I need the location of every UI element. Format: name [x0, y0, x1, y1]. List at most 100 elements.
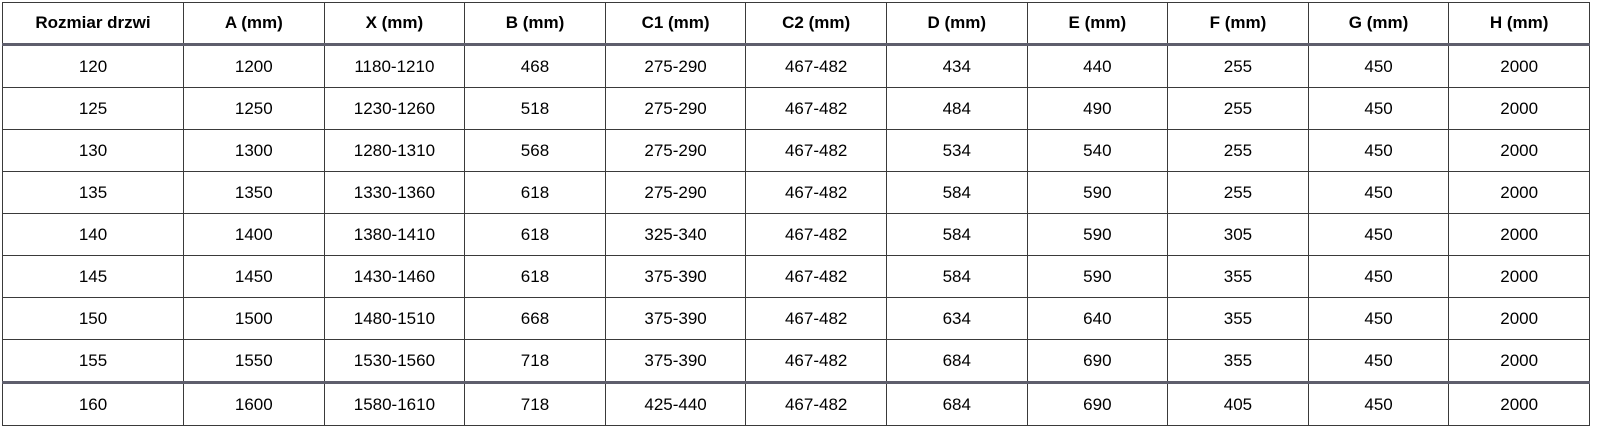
column-header: Rozmiar drzwi [2, 2, 184, 46]
table-cell: 618 [464, 213, 606, 256]
table-body: 120 1200 1180-1210 468 275-290 467-482 434 440 2… [2, 44, 1590, 426]
table-cell: 618 [464, 255, 606, 298]
header-row: Rozmiar drzwi A (mm) X (mm) B (mm) C1 (mm) C2… [2, 2, 1590, 46]
table-header: Rozmiar drzwi A (mm) X (mm) B (mm) C1 (mm) C2… [2, 2, 1590, 46]
table-cell: 668 [464, 297, 606, 340]
table-row: 140 1400 1380-1410 618 325-340 467-482 584 590 3… [2, 213, 1590, 256]
table-cell: 718 [464, 339, 606, 383]
table-cell: 275-290 [604, 129, 747, 172]
table-cell: 275-290 [604, 44, 747, 88]
table-cell: 590 [1026, 213, 1169, 256]
table-cell: 440 [1026, 44, 1169, 88]
table-cell: 2000 [1448, 171, 1590, 214]
table-cell: 1180-1210 [323, 44, 466, 88]
table-cell: 255 [1167, 44, 1309, 88]
table-cell: 468 [464, 44, 606, 88]
table-cell: 255 [1167, 171, 1309, 214]
table-cell: 1250 [183, 87, 325, 130]
column-header: B (mm) [464, 2, 606, 46]
column-header: G (mm) [1307, 2, 1450, 46]
table-cell: 1580-1610 [323, 381, 466, 426]
table-cell: 467-482 [745, 87, 887, 130]
column-header: F (mm) [1167, 2, 1309, 46]
table-cell: 1430-1460 [323, 255, 466, 298]
table-cell: 375-390 [604, 255, 747, 298]
table-cell: 1400 [183, 213, 325, 256]
table-cell: 484 [885, 87, 1028, 130]
table-cell: 467-482 [745, 213, 887, 256]
table-cell: 467-482 [745, 44, 887, 88]
table-row: 160 1600 1580-1610 718 425-440 467-482 684 690 4… [2, 381, 1590, 426]
table-cell: 467-482 [745, 171, 887, 214]
table-cell: 590 [1026, 171, 1169, 214]
table-cell: 1230-1260 [323, 87, 466, 130]
table-cell: 2000 [1448, 44, 1590, 88]
table-cell: 1500 [183, 297, 325, 340]
table-cell: 684 [885, 339, 1028, 383]
table-cell: 1600 [183, 381, 325, 426]
table-cell: 467-482 [745, 129, 887, 172]
table-cell: 1330-1360 [323, 171, 466, 214]
table-cell: 590 [1026, 255, 1169, 298]
table-cell: 1380-1410 [323, 213, 466, 256]
table-cell: 568 [464, 129, 606, 172]
table-cell: 325-340 [604, 213, 747, 256]
table-cell: 2000 [1448, 213, 1590, 256]
table-cell: 450 [1307, 129, 1450, 172]
table-row: 135 1350 1330-1360 618 275-290 467-482 584 590 2… [2, 171, 1590, 214]
table-cell: 584 [885, 213, 1028, 256]
door-dimensions-table: Rozmiar drzwi A (mm) X (mm) B (mm) C1 (mm) C2… [2, 2, 1590, 426]
table-cell: 518 [464, 87, 606, 130]
table-cell: 690 [1026, 381, 1169, 426]
table-cell: 1450 [183, 255, 325, 298]
table-row: 130 1300 1280-1310 568 275-290 467-482 534 540 2… [2, 129, 1590, 172]
column-header: D (mm) [885, 2, 1028, 46]
table-cell: 2000 [1448, 381, 1590, 426]
table-cell: 155 [2, 339, 184, 383]
table-cell: 305 [1167, 213, 1309, 256]
table-cell: 684 [885, 381, 1028, 426]
table-cell: 640 [1026, 297, 1169, 340]
table-cell: 1530-1560 [323, 339, 466, 383]
column-header: A (mm) [183, 2, 325, 46]
table-cell: 634 [885, 297, 1028, 340]
table-cell: 140 [2, 213, 184, 256]
table-cell: 130 [2, 129, 184, 172]
table-cell: 450 [1307, 87, 1450, 130]
table-cell: 490 [1026, 87, 1169, 130]
table-row: 155 1550 1530-1560 718 375-390 467-482 684 690 3… [2, 339, 1590, 383]
table-row: 145 1450 1430-1460 618 375-390 467-482 584 590 3… [2, 255, 1590, 298]
table-cell: 450 [1307, 339, 1450, 383]
column-header: X (mm) [323, 2, 466, 46]
table-cell: 275-290 [604, 87, 747, 130]
table-cell: 450 [1307, 171, 1450, 214]
table-cell: 2000 [1448, 297, 1590, 340]
column-header: H (mm) [1448, 2, 1590, 46]
table-cell: 275-290 [604, 171, 747, 214]
table-cell: 584 [885, 255, 1028, 298]
table-cell: 450 [1307, 297, 1450, 340]
column-header: E (mm) [1026, 2, 1169, 46]
table-cell: 355 [1167, 297, 1309, 340]
table-row: 120 1200 1180-1210 468 275-290 467-482 434 440 2… [2, 44, 1590, 88]
table-cell: 145 [2, 255, 184, 298]
table-cell: 450 [1307, 44, 1450, 88]
table-cell: 425-440 [604, 381, 747, 426]
table-cell: 467-482 [745, 297, 887, 340]
table-cell: 375-390 [604, 297, 747, 340]
table-cell: 375-390 [604, 339, 747, 383]
table-cell: 1200 [183, 44, 325, 88]
table-cell: 718 [464, 381, 606, 426]
table-cell: 255 [1167, 129, 1309, 172]
table-cell: 434 [885, 44, 1028, 88]
table-cell: 534 [885, 129, 1028, 172]
table-cell: 355 [1167, 255, 1309, 298]
table-cell: 584 [885, 171, 1028, 214]
table-cell: 255 [1167, 87, 1309, 130]
table-cell: 125 [2, 87, 184, 130]
table-cell: 467-482 [745, 255, 887, 298]
table-cell: 450 [1307, 213, 1450, 256]
table-cell: 135 [2, 171, 184, 214]
table-cell: 120 [2, 44, 184, 88]
